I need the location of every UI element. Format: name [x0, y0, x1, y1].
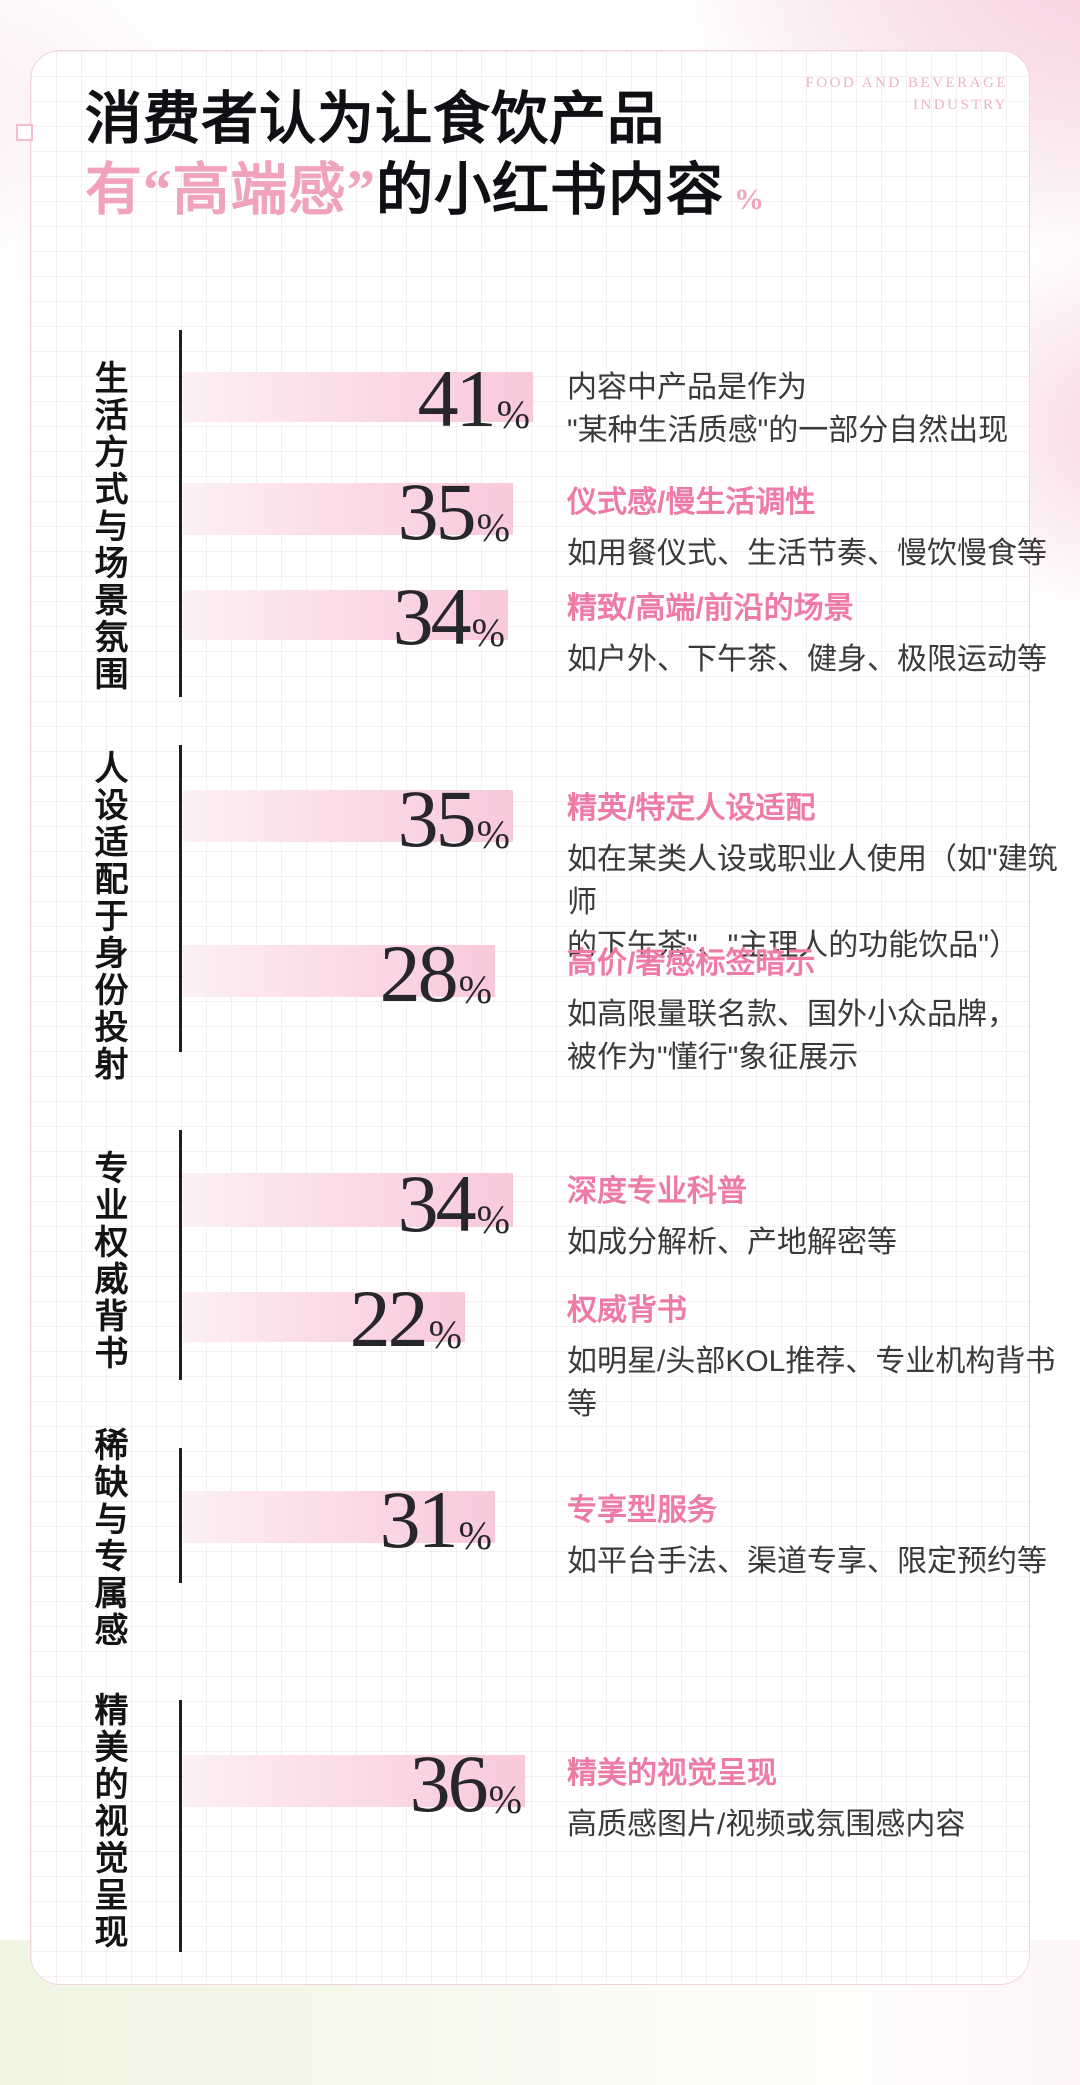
- desc-line: 的下午茶"、"主理人的功能饮品"）: [567, 929, 1019, 962]
- value-digits: 22: [349, 1273, 429, 1365]
- bar: 35%: [183, 778, 513, 860]
- bar-annotation: 权威背书 如明星/头部KOL推荐、专业机构背书等: [567, 1294, 1080, 1426]
- desc-line: 如明星/头部KOL推荐、专业机构背书等: [567, 1345, 1056, 1421]
- desc-line: 如高限量联名款、国外小众品牌，: [567, 998, 1017, 1031]
- section-category-label: 专业权威背书: [89, 1150, 127, 1372]
- page-title-line1: 消费者认为让食饮产品: [85, 88, 665, 151]
- desc-line: 如成分解析、产地解密等: [567, 1226, 897, 1259]
- desc-line: 如户外、下午茶、健身、极限运动等: [567, 643, 1047, 676]
- annotation-title: 高价/奢感标签暗示: [567, 947, 816, 980]
- bar: 34%: [183, 576, 508, 658]
- desc-line: 如平台手法、渠道专享、限定预约等: [567, 1545, 1047, 1578]
- bar-annotation: 仪式感/慢生活调性 如用餐仪式、生活节奏、慢饮慢食等: [567, 486, 1047, 575]
- bar-value: 22%: [349, 1273, 462, 1365]
- bar-annotation: 精美的视觉呈现 高质感图片/视频或氛围感内容: [567, 1757, 965, 1846]
- decor-square: [16, 124, 33, 141]
- annotation-title: 仪式感/慢生活调性: [567, 486, 816, 519]
- bar: 31%: [183, 1479, 495, 1561]
- annotation-title: 精英/特定人设适配: [567, 792, 816, 825]
- percent-sign: %: [496, 392, 530, 438]
- bar: 36%: [183, 1743, 525, 1825]
- section-axis-line: [179, 1130, 182, 1380]
- bar-value: 34%: [397, 1158, 510, 1250]
- bar-value: 36%: [409, 1738, 522, 1830]
- section-axis-line: [179, 1700, 182, 1952]
- bar-annotation: 深度专业科普 如成分解析、产地解密等: [567, 1175, 897, 1264]
- desc-line: "某种生活质感"的一部分自然出现: [567, 414, 1009, 447]
- bar: 34%: [183, 1163, 513, 1245]
- percent-sign: %: [428, 1312, 462, 1358]
- percent-sign: %: [458, 967, 492, 1013]
- bar-value: 34%: [392, 571, 505, 663]
- bar: 41%: [183, 358, 533, 440]
- percent-sign: %: [476, 1197, 510, 1243]
- title-percent-unit: %: [734, 183, 765, 216]
- bar-annotation: 高价/奢感标签暗示 如高限量联名款、国外小众品牌， 被作为"懂行"象征展示: [567, 947, 1017, 1079]
- bar-value: 31%: [379, 1474, 492, 1566]
- value-digits: 35: [397, 466, 477, 558]
- section-category-label: 生活方式与场景氛围: [89, 360, 127, 693]
- bar-value: 41%: [417, 353, 530, 445]
- bar-annotation: 精致/高端/前沿的场景 如户外、下午茶、健身、极限运动等: [567, 592, 1047, 681]
- desc-line: 高质感图片/视频或氛围感内容: [567, 1808, 966, 1841]
- page-title-line2: 有“高端感”的小红书内容%: [85, 159, 765, 232]
- title-highlight: 高端感: [172, 159, 347, 222]
- section-category-label: 精美的视觉呈现: [89, 1692, 127, 1951]
- annotation-title: 权威背书: [567, 1294, 687, 1327]
- desc-line: 内容中产品是作为: [567, 371, 807, 404]
- title-suffix: 的小红书内容: [376, 159, 724, 222]
- value-digits: 28: [379, 928, 459, 1020]
- percent-sign: %: [471, 610, 505, 656]
- bar-annotation: 内容中产品是作为 "某种生活质感"的一部分自然出现: [567, 366, 1008, 452]
- bar-annotation: 精英/特定人设适配 如在某类人设或职业人使用（如"建筑师 的下午茶"、"主理人的…: [567, 792, 1080, 967]
- title-prefix: 有: [85, 159, 143, 222]
- bar-value: 28%: [379, 928, 492, 1020]
- bar-annotation: 专享型服务 如平台手法、渠道专享、限定预约等: [567, 1494, 1047, 1583]
- bar-value: 35%: [397, 773, 510, 865]
- value-digits: 34: [392, 571, 472, 663]
- value-digits: 34: [397, 1158, 477, 1250]
- annotation-title: 专享型服务: [567, 1494, 717, 1527]
- percent-sign: %: [476, 505, 510, 551]
- brand-caption: FOOD AND BEVERAGE INDUSTRY: [805, 72, 1008, 116]
- section-axis-line: [179, 745, 182, 1052]
- percent-sign: %: [476, 812, 510, 858]
- brand-line2: INDUSTRY: [912, 97, 1008, 113]
- desc-line: 如用餐仪式、生活节奏、慢饮慢食等: [567, 537, 1047, 570]
- brand-line1: FOOD AND BEVERAGE: [805, 75, 1008, 91]
- percent-sign: %: [488, 1777, 522, 1823]
- value-digits: 35: [397, 773, 477, 865]
- annotation-title: 精美的视觉呈现: [567, 1757, 777, 1790]
- desc-line: 被作为"懂行"象征展示: [567, 1041, 859, 1074]
- bar: 35%: [183, 471, 513, 553]
- section-axis-line: [179, 1448, 182, 1583]
- bar-value: 35%: [397, 466, 510, 558]
- percent-sign: %: [458, 1513, 492, 1559]
- annotation-title: 精致/高端/前沿的场景: [567, 592, 854, 625]
- desc-line: 如在某类人设或职业人使用（如"建筑师: [567, 843, 1058, 919]
- annotation-title: 深度专业科普: [567, 1175, 747, 1208]
- open-quote: “: [143, 159, 173, 222]
- section-category-label: 稀缺与专属感: [89, 1427, 127, 1649]
- section-category-label: 人设适配于身份投射: [89, 750, 127, 1083]
- value-digits: 36: [409, 1738, 489, 1830]
- value-digits: 41: [417, 353, 497, 445]
- value-digits: 31: [379, 1474, 459, 1566]
- section-axis-line: [179, 330, 182, 697]
- bar: 22%: [183, 1278, 465, 1360]
- bar: 28%: [183, 933, 495, 1015]
- close-quote: ”: [346, 159, 376, 222]
